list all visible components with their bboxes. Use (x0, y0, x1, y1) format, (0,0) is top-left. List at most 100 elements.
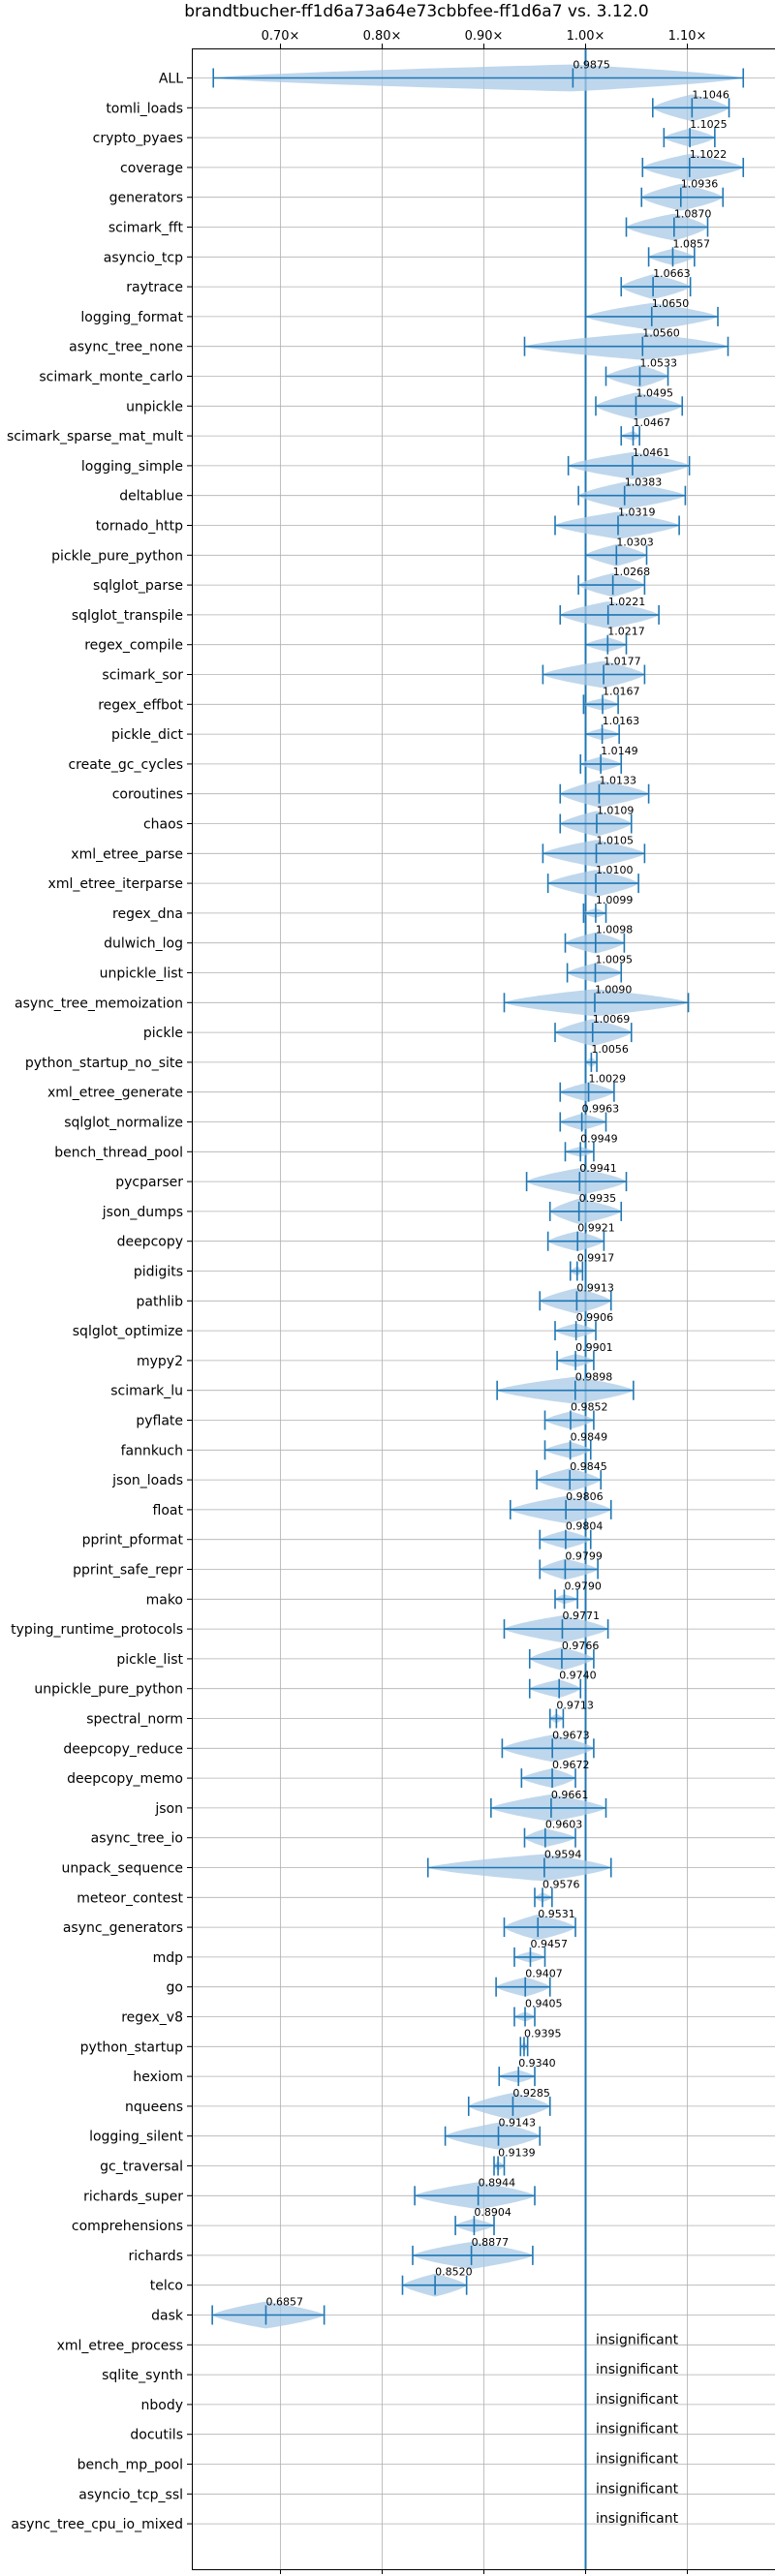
median-value-label: 1.0857 (672, 237, 710, 250)
benchmark-label: dulwich_log (104, 936, 183, 952)
median-value-label: 0.9661 (551, 1789, 589, 1801)
median-value-label: 1.0495 (636, 386, 673, 399)
grid-layer: 0.70×0.70×0.80×0.80×0.90×0.90×1.00×1.00×… (192, 29, 775, 2574)
median-value-label: 0.6857 (265, 2296, 303, 2309)
median-value-label: 1.0936 (681, 178, 719, 191)
benchmark-label: unpickle (126, 399, 183, 414)
median-value-label: 0.9806 (566, 1490, 604, 1503)
benchmark-label: pprint_pformat (82, 1533, 184, 1549)
benchmark-label: mypy2 (137, 1354, 183, 1369)
median-value-label: 1.0029 (589, 1073, 627, 1086)
benchmark-label: regex_effbot (98, 697, 183, 713)
benchmark-label: logging_format (80, 310, 183, 325)
median-value-label: 0.9405 (525, 1998, 563, 2010)
benchmark-label: regex_v8 (121, 2010, 183, 2026)
benchmark-label: raytrace (126, 280, 183, 295)
benchmark-label: mdp (153, 1950, 184, 1966)
benchmark-label: docutils (130, 2428, 183, 2443)
benchmark-label: richards_super (83, 2189, 183, 2204)
insignificant-label: insignificant (596, 2392, 679, 2407)
benchmark-label: xml_etree_iterparse (48, 876, 183, 892)
median-value-label: 1.0383 (625, 476, 663, 489)
median-value-label: 0.8877 (472, 2236, 509, 2249)
insignificant-label: insignificant (596, 2511, 679, 2527)
x-tick-label-top: 0.90× (465, 29, 504, 44)
benchmark-label: async_tree_memoization (15, 996, 183, 1011)
benchmark-label: json_dumps (102, 1205, 183, 1220)
median-value-label: 0.9901 (575, 1341, 613, 1354)
median-value-label: 0.9603 (545, 1819, 583, 1831)
median-value-label: 0.9407 (525, 1968, 563, 1980)
benchmark-label: telco (150, 2279, 183, 2294)
benchmark-label: sqlglot_transpile (72, 608, 183, 624)
benchmark-label: async_tree_cpu_io_mixed (11, 2517, 183, 2532)
benchmark-label: tornado_http (96, 519, 183, 535)
benchmark-label: python_startup_no_site (25, 1056, 183, 1071)
benchmark-label: spectral_norm (86, 1712, 183, 1728)
benchmark-label: asyncio_tcp (104, 250, 183, 265)
benchmark-label: unpickle_pure_python (34, 1682, 183, 1698)
benchmark-label: deepcopy (117, 1235, 183, 1250)
benchmark-label: async_generators (63, 1920, 183, 1936)
median-value-label: 1.0870 (674, 208, 712, 221)
median-value-label: 1.1022 (690, 148, 728, 161)
benchmark-label: deepcopy_memo (67, 1771, 183, 1787)
insignificant-label: insignificant (596, 2452, 679, 2468)
insignificant-label: insignificant (596, 2422, 679, 2438)
median-value-label: 1.0069 (593, 1013, 631, 1026)
median-value-label: 0.9917 (577, 1252, 615, 1265)
median-value-label: 0.9740 (559, 1670, 597, 1682)
benchmark-label: pickle_pure_python (51, 548, 183, 564)
median-value-label: 0.9845 (570, 1460, 607, 1473)
benchmark-label: xml_etree_generate (47, 1086, 183, 1101)
median-value-label: 0.9921 (577, 1222, 615, 1235)
benchmark-label: scimark_lu (110, 1384, 183, 1399)
median-value-label: 1.0467 (634, 416, 671, 429)
median-value-label: 1.0560 (642, 327, 680, 340)
benchmark-label: unpack_sequence (62, 1861, 183, 1877)
median-value-label: 1.0109 (597, 805, 635, 817)
benchmark-label: nqueens (125, 2100, 183, 2115)
benchmark-label: pathlib (137, 1294, 184, 1309)
median-value-label: 1.0319 (618, 506, 656, 519)
median-value-label: 1.0217 (607, 626, 645, 638)
benchmark-label: coroutines (112, 787, 183, 803)
benchmark-label: async_tree_none (69, 340, 183, 355)
median-value-label: 0.9143 (499, 2117, 537, 2130)
benchmark-label: pidigits (134, 1265, 183, 1280)
median-value-label: 0.9799 (565, 1550, 603, 1563)
median-value-label: 1.1046 (692, 88, 729, 101)
benchmark-label: richards (129, 2249, 184, 2264)
benchmark-label: bench_mp_pool (78, 2458, 183, 2473)
median-value-label: 0.9906 (576, 1311, 614, 1324)
chart-title: brandtbucher-ff1d6a73a64e73cbbfee-ff1d6a… (184, 2, 648, 21)
insignificant-label: insignificant (596, 2332, 679, 2347)
benchmark-label: python_startup (80, 2039, 183, 2055)
benchmark-label: fannkuch (121, 1443, 183, 1458)
benchmark-label: scimark_monte_carlo (39, 370, 183, 385)
benchmark-label: deltablue (119, 489, 183, 505)
median-value-label: 0.9935 (579, 1192, 617, 1205)
median-value-label: 1.0221 (608, 596, 646, 608)
median-value-label: 0.9875 (573, 59, 610, 72)
median-value-label: 0.9395 (524, 2027, 562, 2039)
x-tick-label-top: 0.80× (363, 29, 402, 44)
median-value-label: 0.9766 (562, 1640, 600, 1652)
median-value-label: 1.0100 (596, 864, 634, 876)
median-value-label: 1.0177 (604, 656, 641, 668)
median-value-label: 1.0461 (633, 446, 670, 459)
median-value-label: 1.0163 (603, 715, 640, 727)
benchmark-label: scimark_fft (108, 221, 184, 236)
benchmark-label: sqlglot_optimize (73, 1324, 183, 1339)
median-value-label: 0.9913 (576, 1281, 614, 1294)
median-value-label: 0.9949 (580, 1132, 618, 1145)
median-value-label: 0.9963 (582, 1103, 620, 1116)
benchmark-label: unpickle_list (100, 966, 184, 982)
benchmark-label: deepcopy_reduce (63, 1741, 183, 1757)
x-tick-label-top: 0.70× (262, 29, 300, 44)
median-value-label: 0.9790 (564, 1579, 602, 1592)
median-value-label: 1.0663 (653, 267, 691, 280)
benchmark-label: logging_silent (89, 2130, 183, 2145)
benchmark-label: pickle_list (116, 1652, 183, 1668)
benchmark-label: comprehensions (72, 2219, 183, 2234)
